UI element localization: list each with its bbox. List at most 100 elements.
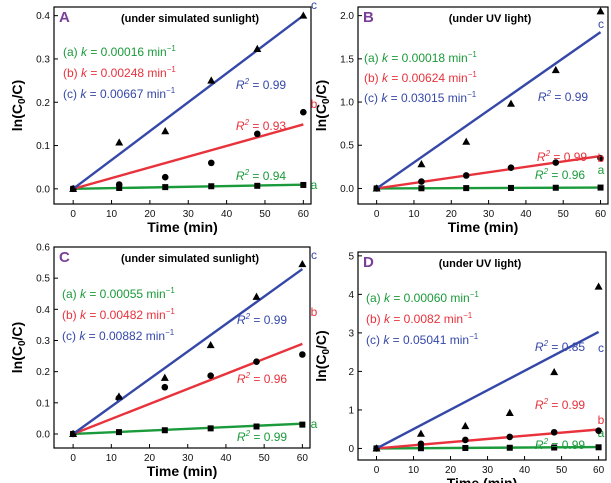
data-point-a [462, 444, 469, 451]
data-point-a [253, 423, 260, 430]
r2-label-b: R2 = 0.96 [237, 371, 287, 386]
x-axis-label: Time (min) [147, 463, 218, 479]
data-point-a [551, 444, 558, 451]
data-point-c [506, 99, 515, 107]
data-point-a [418, 185, 425, 192]
plot-frame [357, 251, 607, 461]
data-point-c [462, 137, 471, 145]
legend-entry-b: (b) k = 0.0082 min−1 [366, 311, 473, 326]
plot-frame [357, 6, 609, 205]
data-point-c [505, 408, 514, 417]
y-tick-label: 0.6 [36, 243, 50, 254]
data-point-c [461, 421, 470, 430]
data-point-c [372, 184, 381, 192]
y-tick-label: 0.1 [36, 141, 50, 152]
fit-line-b [72, 342, 303, 436]
fit-line-a [73, 422, 303, 436]
panel-title: (under simulated sunlight) [121, 13, 259, 25]
data-point-a [463, 185, 470, 192]
x-tick-label: 0 [70, 209, 76, 220]
r2-label-c: R2 = 0.99 [538, 89, 588, 104]
y-tick-label: 0.4 [36, 11, 50, 22]
legend-entry-b: (b) k = 0.00482 min−1 [62, 307, 175, 322]
r2-label-c: R2 = 0.99 [237, 312, 287, 327]
y-tick-label: 5 [348, 251, 354, 262]
x-tick-label: 50 [259, 453, 271, 464]
legend-entry-a: (a) k = 0.00018 min−1 [364, 50, 477, 65]
legend-entry-a: (a) k = 0.00060 min−1 [366, 290, 479, 305]
legend-entry-a: (a) k = 0.00055 min−1 [62, 286, 175, 301]
series-end-label-a: a [311, 417, 318, 431]
data-point-a [162, 184, 169, 191]
panel-letter: B [363, 9, 374, 26]
plot-frame [53, 6, 312, 205]
data-point-b [552, 159, 560, 166]
data-point-c [207, 76, 216, 84]
data-point-b [253, 130, 261, 138]
series-end-label-a: a [311, 178, 318, 192]
x-tick-label: 20 [446, 209, 458, 220]
x-tick-label: 0 [70, 453, 76, 464]
y-tick-label: 0.0 [36, 184, 50, 195]
y-tick-label: 1 [348, 405, 354, 416]
data-point-b [207, 372, 214, 380]
data-point-a [595, 444, 602, 451]
fit-line-c [375, 330, 600, 450]
data-point-a [597, 184, 604, 191]
data-point-b [506, 433, 514, 441]
y-tick-label: 0.2 [36, 98, 50, 109]
x-tick-label: 50 [558, 209, 570, 220]
data-point-b [417, 440, 425, 448]
fit-line-b [72, 123, 304, 191]
series-end-label-b: b [311, 97, 318, 111]
data-point-a [299, 421, 306, 428]
data-point-a [208, 183, 215, 190]
data-point-c [299, 11, 308, 19]
legend-entry-b: (b) k = 0.00624 min−1 [364, 70, 477, 85]
series-end-label-c: c [311, 0, 317, 12]
fit-line-a [376, 445, 599, 450]
fit-line-a [73, 183, 304, 191]
data-point-b [462, 436, 469, 444]
legend-entry-c: (c) k = 0.00882 min−1 [62, 328, 175, 343]
panel-letter: D [363, 254, 374, 271]
y-tick-label: 3 [348, 328, 354, 339]
x-tick-label: 30 [182, 453, 194, 464]
data-point-a [552, 184, 559, 191]
data-point-c [417, 160, 426, 168]
x-axis-label: Time (min) [448, 219, 519, 235]
series-end-label-b: b [311, 305, 318, 319]
r2-label-b: R2 = 0.99 [535, 397, 585, 412]
y-tick-label: 0.1 [36, 398, 50, 409]
panel-letter: A [59, 9, 70, 26]
r2-label-b: R2 = 0.99 [537, 149, 587, 164]
data-point-c [160, 373, 169, 381]
y-tick-label: 2 [348, 367, 354, 378]
data-point-b [115, 181, 123, 188]
x-tick-label: 40 [520, 209, 532, 220]
data-point-c [69, 184, 78, 192]
y-tick-label: 4 [348, 290, 354, 301]
data-point-a [115, 429, 122, 436]
data-point-b [253, 358, 260, 365]
x-tick-label: 40 [519, 465, 531, 476]
data-point-c [550, 367, 559, 376]
plot-frame [53, 246, 311, 449]
data-point-c [594, 282, 603, 290]
x-tick-label: 60 [593, 465, 605, 476]
r2-label-c: R2 = 0.85 [535, 339, 585, 354]
panel-letter: C [59, 249, 70, 266]
x-axis-label: Time (min) [447, 475, 518, 483]
x-tick-label: 30 [482, 465, 494, 476]
y-axis-label: ln(C0/C) [9, 80, 28, 131]
y-tick-label: 0.5 [36, 274, 50, 285]
series-end-label-c: c [598, 17, 604, 31]
x-tick-label: 40 [220, 453, 232, 464]
data-point-c [298, 259, 307, 268]
data-point-b [300, 108, 307, 116]
r2-label-a: R2 = 0.99 [535, 437, 585, 452]
x-tick-label: 30 [483, 209, 495, 220]
series-end-label-c: c [311, 248, 317, 262]
data-point-c [416, 429, 425, 437]
data-point-a [507, 184, 514, 191]
